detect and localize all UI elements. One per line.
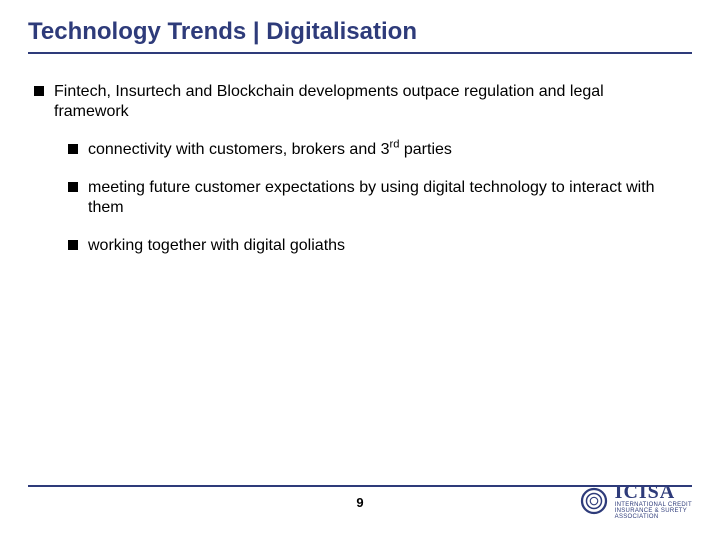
slide-container: Technology Trends | Digitalisation Finte… [0, 0, 720, 540]
square-bullet-icon [68, 144, 78, 154]
logo-name: ICISA [615, 482, 692, 502]
bullet-l2-text: meeting future customer expectations by … [88, 178, 688, 218]
logo-subtitle-3: ASSOCIATION [615, 514, 692, 520]
bullet-level2: working together with digital goliaths [68, 236, 692, 256]
square-bullet-icon [34, 86, 44, 96]
bullet-l2-text: working together with digital goliaths [88, 236, 345, 256]
bullet-level2: meeting future customer expectations by … [68, 178, 692, 218]
icisa-logo: ICISA INTERNATIONAL CREDIT INSURANCE & S… [579, 482, 692, 520]
square-bullet-icon [68, 240, 78, 250]
bullet-level1: Fintech, Insurtech and Blockchain develo… [34, 82, 692, 122]
bullet-l2-text: connectivity with customers, brokers and… [88, 140, 452, 160]
bullet-l1-text: Fintech, Insurtech and Blockchain develo… [54, 82, 654, 122]
square-bullet-icon [68, 182, 78, 192]
logo-ring-icon [579, 486, 609, 516]
logo-text-block: ICISA INTERNATIONAL CREDIT INSURANCE & S… [615, 482, 692, 520]
title-divider [28, 52, 692, 54]
bullet-level2: connectivity with customers, brokers and… [68, 140, 692, 160]
slide-title: Technology Trends | Digitalisation [28, 18, 692, 52]
